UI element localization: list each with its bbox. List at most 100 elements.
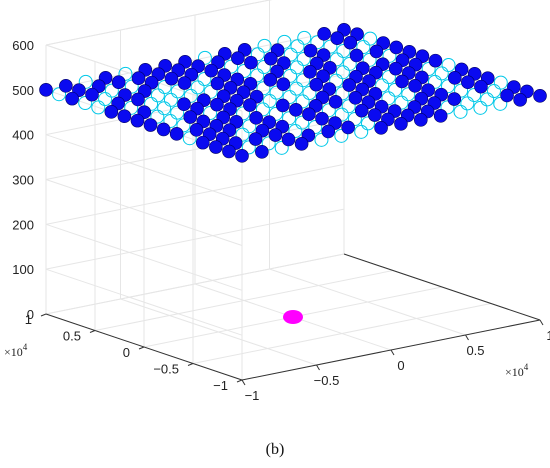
x-tick-label: −1 [245,388,260,403]
data-point-filled [500,88,514,103]
data-point-open [401,87,416,102]
data-point-open [363,31,378,46]
data-point-filled [130,113,145,128]
y-tick [40,313,47,317]
data-point-filled [395,74,409,89]
data-point-filled [248,132,263,146]
data-point-filled [394,117,408,131]
data-point-open [124,79,139,94]
data-point-filled [275,98,290,113]
data-point-filled [131,71,146,86]
data-point-open [157,101,172,116]
y-tick-label: 0 [123,345,130,360]
data-point-open [297,30,312,45]
data-point-open [183,88,198,103]
data-point-open [283,47,298,62]
data-point-filled [474,79,488,94]
data-point-filled [85,87,99,102]
data-point-open [323,39,338,54]
data-point-filled [328,95,343,109]
x-multiplier: ×104 [505,362,529,379]
data-point-filled [388,61,403,76]
data-point-open [283,68,298,83]
data-point-filled [244,55,258,70]
data-point-filled [413,113,428,127]
x-tick-label: 1 [546,328,550,343]
data-point-open [78,74,93,89]
data-point-filled [309,77,324,92]
data-point-open [197,72,212,87]
data-point-open [473,100,488,115]
data-point-filled [210,76,225,91]
y-tick-label: −1 [213,378,228,393]
series-filled-circles [39,23,547,163]
data-point-filled [131,92,145,107]
y-tick-label: 1 [25,312,32,327]
data-point-filled [303,43,318,58]
z-tick-label: 200 [12,217,34,232]
data-point-open [381,70,396,85]
z-tick-label: 100 [12,262,34,277]
data-point-open [190,80,205,95]
data-point-open [493,75,508,90]
data-point-open [342,56,357,71]
data-point-filled [255,145,269,159]
data-point-filled [65,91,79,106]
data-point-filled [268,128,283,142]
x-tick [390,349,395,356]
data-point-filled [189,123,204,137]
data-point-filled [263,51,278,66]
data-point-filled [533,89,547,103]
data-point-open [329,73,344,88]
data-point-open [394,95,409,110]
data-point-filled [117,109,132,124]
data-point-open [288,124,303,139]
data-point-open [203,84,218,99]
data-point-open [98,92,113,107]
data-point-filled [222,144,236,159]
z-tick-label: 300 [12,173,34,188]
data-point-open [163,114,178,129]
data-point-open [454,83,469,98]
data-point-filled [461,75,475,90]
y-tick [138,346,145,350]
data-point-filled [513,93,527,107]
data-point-open [78,96,93,111]
data-point-open [269,85,284,100]
data-point-open [163,92,178,107]
data-point-filled [196,135,210,150]
data-point-filled [348,91,363,105]
data-point-open [235,127,250,142]
z-tick-label: 600 [12,38,34,53]
data-point-open [250,47,265,62]
data-point-open [441,79,455,94]
data-point-filled [143,118,158,132]
data-point-open [91,100,106,115]
data-point-open [176,118,191,133]
z-tick-label: 500 [12,83,34,98]
data-point-filled [294,137,309,151]
y-tick-label: −0.5 [153,362,179,377]
data-point-filled [374,121,388,135]
data-point-filled [204,63,218,78]
data-point-open [460,96,475,111]
data-point-filled [235,149,249,163]
data-point-open [314,132,329,147]
data-point-open [157,80,172,95]
data-point-open [262,94,277,109]
data-point-filled [343,35,358,50]
data-point-open [282,90,297,105]
data-point-open [241,140,256,155]
data-point-open [242,119,257,134]
z-tick-label: 0 [27,307,34,322]
data-point-open [336,44,351,59]
x-tick [316,364,320,371]
data-point-open [197,50,212,65]
data-point-open [150,109,165,124]
data-point-open [290,39,305,54]
data-point-open [256,81,271,96]
data-point-open [361,116,375,131]
data-point-open [335,65,350,80]
data-point-filled [104,105,119,119]
data-point-open [282,111,297,126]
